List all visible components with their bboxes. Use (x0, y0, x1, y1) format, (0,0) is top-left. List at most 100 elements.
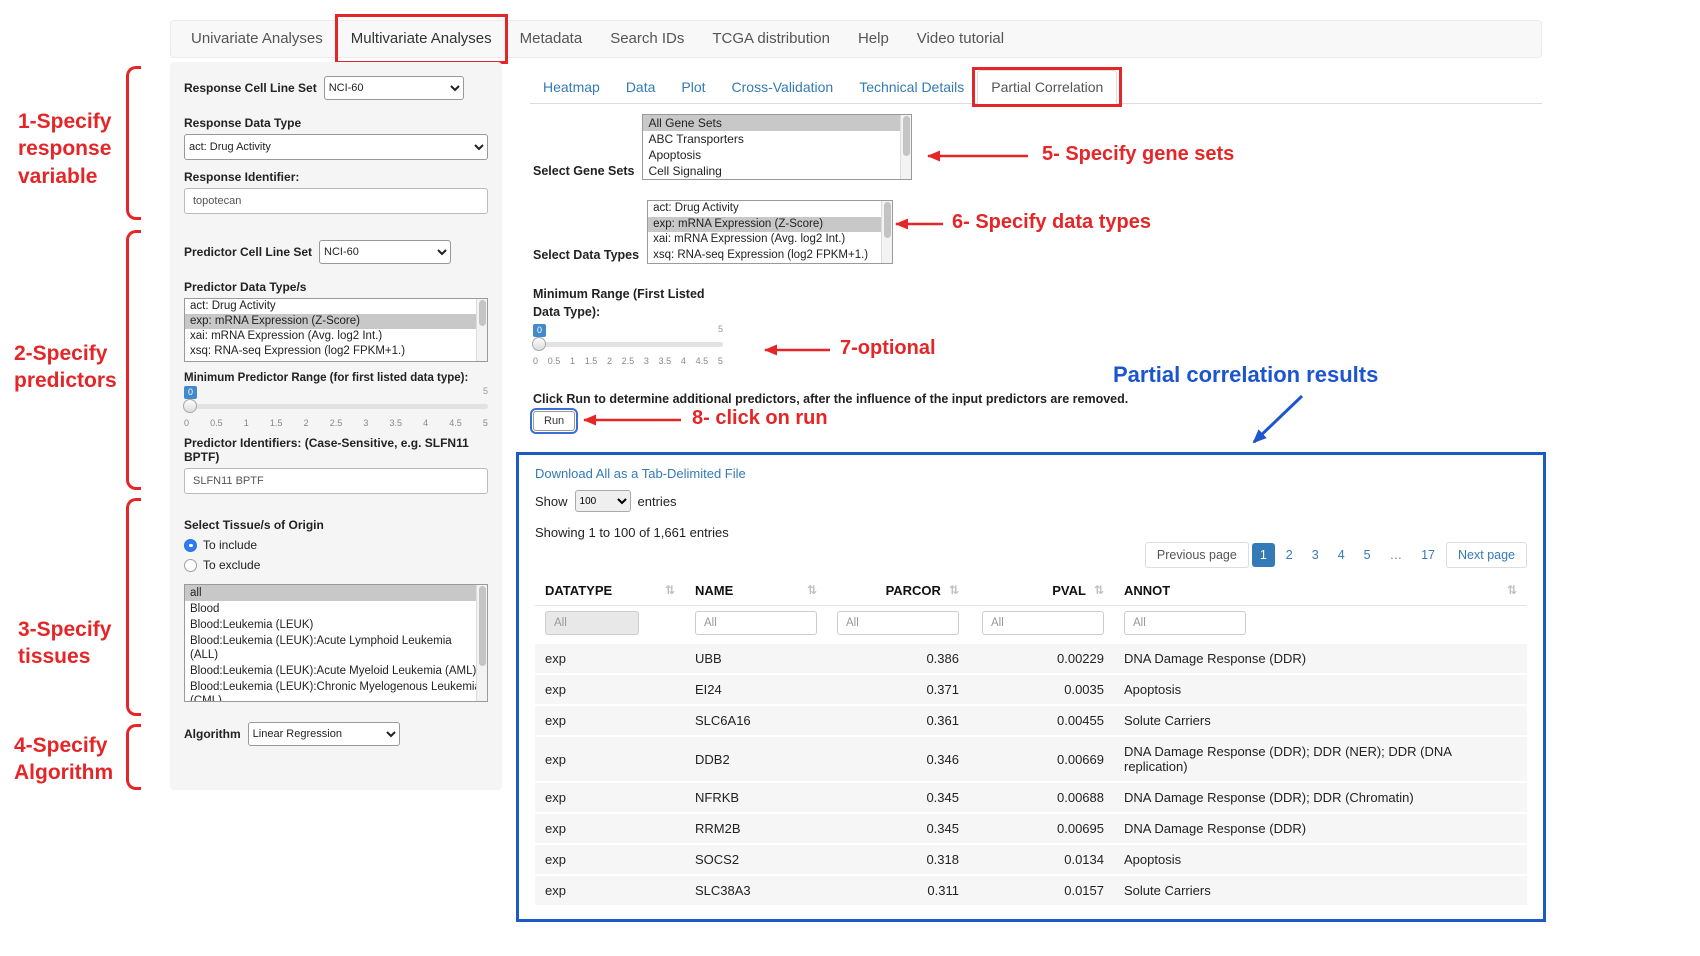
predictor-data-types-listbox[interactable]: act: Drug Activity exp: mRNA Expression … (184, 298, 488, 362)
annotation-step3: 3-Specify tissues (18, 618, 112, 669)
listbox-option[interactable]: exp: mRNA Expression (Z-Score) (648, 216, 893, 232)
tab-label: Heatmap (543, 79, 600, 95)
table-row[interactable]: exp UBB 0.386 0.00229 DNA Damage Respons… (535, 644, 1527, 674)
page-number-button[interactable]: 2 (1278, 543, 1301, 567)
table-row[interactable]: exp EI24 0.371 0.0035 Apoptosis (535, 674, 1527, 705)
column-header-annot[interactable]: ⇅ ANNOT (1114, 574, 1527, 606)
nav-item[interactable]: Multivariate Analyses (334, 14, 508, 64)
data-types-listbox[interactable]: act: Drug Activity exp: mRNA Expression … (647, 200, 894, 264)
nav-item[interactable]: Help (844, 21, 903, 57)
listbox-option[interactable]: Apoptosis (648, 148, 702, 162)
radio-selected-icon[interactable] (184, 538, 197, 552)
page-number-button[interactable]: … (1382, 543, 1411, 567)
sort-icon[interactable]: ⇅ (664, 583, 675, 597)
tab[interactable]: Plot (668, 71, 718, 103)
predictor-cell-line-label: Predictor Cell Line Set (184, 245, 313, 259)
sort-icon[interactable]: ⇅ (806, 583, 817, 597)
listbox-option[interactable]: Blood:Leukemia (LEUK):Acute Myeloid Leuk… (190, 665, 477, 677)
nav-item[interactable]: Video tutorial (903, 21, 1018, 57)
next-page-button[interactable]: Next page (1446, 542, 1527, 568)
listbox-option[interactable]: All Gene Sets (643, 115, 912, 131)
previous-page-button[interactable]: Previous page (1144, 542, 1249, 568)
predictor-identifiers-input[interactable] (184, 468, 488, 494)
sort-icon[interactable]: ⇅ (1093, 583, 1104, 597)
response-data-type-select[interactable]: act: Drug Activity (184, 134, 488, 160)
nav-item[interactable]: Metadata (506, 21, 597, 57)
radio-unselected-icon[interactable] (184, 558, 197, 572)
nav-item[interactable]: Univariate Analyses (177, 21, 337, 57)
table-row[interactable]: exp RRM2B 0.345 0.00695 DNA Damage Respo… (535, 813, 1527, 844)
response-identifier-input[interactable] (184, 188, 488, 214)
slider-track[interactable] (532, 337, 723, 351)
tissues-listbox[interactable]: all Blood Blood:Leukemia (LEUK) Blood:Le… (184, 584, 488, 702)
page-number-button[interactable]: 17 (1413, 543, 1443, 567)
slider-handle[interactable] (532, 337, 546, 351)
tab[interactable]: Data (613, 71, 669, 103)
show-entries-select[interactable]: 100 (574, 490, 631, 512)
scrollbar-thumb[interactable] (479, 586, 486, 666)
gene-sets-listbox[interactable]: All Gene Sets ABC Transporters Apoptosis… (642, 114, 913, 180)
listbox-option[interactable]: exp: mRNA Expression (Z-Score) (185, 314, 487, 329)
listbox-option[interactable]: all (185, 585, 487, 601)
slider-tick-label: 3 (643, 356, 649, 366)
listbox-option[interactable]: xai: mRNA Expression (Avg. log2 Int.) (190, 330, 383, 342)
table-row[interactable]: exp SLC6A16 0.361 0.00455 Solute Carrier… (535, 705, 1527, 736)
run-button[interactable]: Run (529, 408, 579, 434)
listbox-option[interactable]: act: Drug Activity (653, 202, 739, 214)
download-link[interactable]: Download All as a Tab-Delimited File (535, 466, 746, 481)
slider-track[interactable] (183, 399, 488, 413)
filter-input-pval[interactable] (982, 611, 1104, 635)
scrollbar[interactable] (476, 299, 487, 361)
column-header-pval[interactable]: ⇅ PVAL (969, 574, 1114, 606)
listbox-option[interactable]: act: Drug Activity (190, 300, 276, 312)
sort-icon[interactable]: ⇅ (948, 583, 959, 597)
filter-input-name[interactable] (695, 611, 817, 635)
filter-input-annot[interactable] (1124, 611, 1246, 635)
nav-item[interactable]: Search IDs (596, 21, 698, 57)
table-row[interactable]: exp SLC38A3 0.311 0.0157 Solute Carriers (535, 875, 1527, 906)
algorithm-select[interactable]: Linear Regression (247, 722, 400, 746)
listbox-option[interactable]: ABC Transporters (648, 132, 744, 146)
listbox-option[interactable]: xsq: RNA-seq Expression (log2 FPKM+1.) (653, 248, 869, 261)
scrollbar-thumb[interactable] (479, 300, 486, 326)
column-header-datatype[interactable]: ⇅ DATATYPE (535, 574, 685, 606)
predictor-cell-line-select[interactable]: NCI-60 (319, 240, 452, 264)
tissue-exclude-radio[interactable]: To exclude (184, 558, 488, 572)
response-cell-line-select[interactable]: NCI-60 (323, 76, 464, 100)
tissue-include-radio[interactable]: To include (184, 538, 488, 552)
sort-icon[interactable]: ⇅ (1506, 583, 1517, 597)
listbox-option[interactable]: xai: mRNA Expression (Avg. log2 Int.) (653, 233, 846, 245)
column-header-name[interactable]: ⇅ NAME (685, 574, 827, 606)
page-number-button[interactable]: 5 (1356, 543, 1379, 567)
tab[interactable]: Partial Correlation (972, 67, 1123, 107)
annotation-bracket-4 (126, 724, 141, 790)
scrollbar[interactable] (476, 585, 487, 701)
listbox-option[interactable]: Blood (190, 603, 220, 615)
filter-input-datatype[interactable] (545, 611, 639, 635)
table-row[interactable]: exp SOCS2 0.318 0.0134 Apoptosis (535, 844, 1527, 875)
listbox-option[interactable]: Blood:Leukemia (LEUK):Chronic Myelogenou… (190, 681, 481, 702)
listbox-option[interactable]: Blood:Leukemia (LEUK):Acute Lymphoid Leu… (190, 635, 452, 661)
nav-item[interactable]: TCGA distribution (698, 21, 844, 57)
min-predictor-range-slider[interactable]: 0 5 0 0.5 1 1.5 2 2.5 3 3.5 4 4.5 5 (183, 386, 488, 428)
slider-handle[interactable] (183, 399, 197, 413)
scrollbar-thumb[interactable] (884, 202, 892, 238)
tab[interactable]: Cross-Validation (719, 71, 847, 103)
listbox-option[interactable]: Blood:Leukemia (LEUK) (190, 619, 314, 631)
page-number-button[interactable]: 1 (1251, 543, 1275, 567)
table-row[interactable]: exp NFRKB 0.345 0.00688 DNA Damage Respo… (535, 782, 1527, 813)
page-number-button[interactable]: 4 (1330, 543, 1353, 567)
min-range-slider[interactable]: 0 5 0 0.5 1 1.5 2 2.5 3 3.5 4 4.5 5 (532, 324, 723, 366)
scrollbar[interactable] (900, 115, 912, 179)
tab[interactable]: Technical Details (846, 71, 977, 103)
table-row[interactable]: exp DDB2 0.346 0.00669 DNA Damage Respon… (535, 736, 1527, 782)
listbox-option[interactable]: xsq: RNA-seq Expression (log2 FPKM+1.) (190, 345, 406, 357)
listbox-option[interactable]: Cell Signaling (648, 164, 722, 178)
page-number-button[interactable]: 3 (1304, 543, 1327, 567)
scrollbar-thumb[interactable] (903, 116, 911, 156)
slider-head: 0 5 (533, 324, 723, 339)
tab[interactable]: Heatmap (530, 71, 613, 103)
filter-input-parcor[interactable] (837, 611, 959, 635)
scrollbar[interactable] (881, 201, 893, 263)
column-header-parcor[interactable]: ⇅ PARCOR (827, 574, 969, 606)
